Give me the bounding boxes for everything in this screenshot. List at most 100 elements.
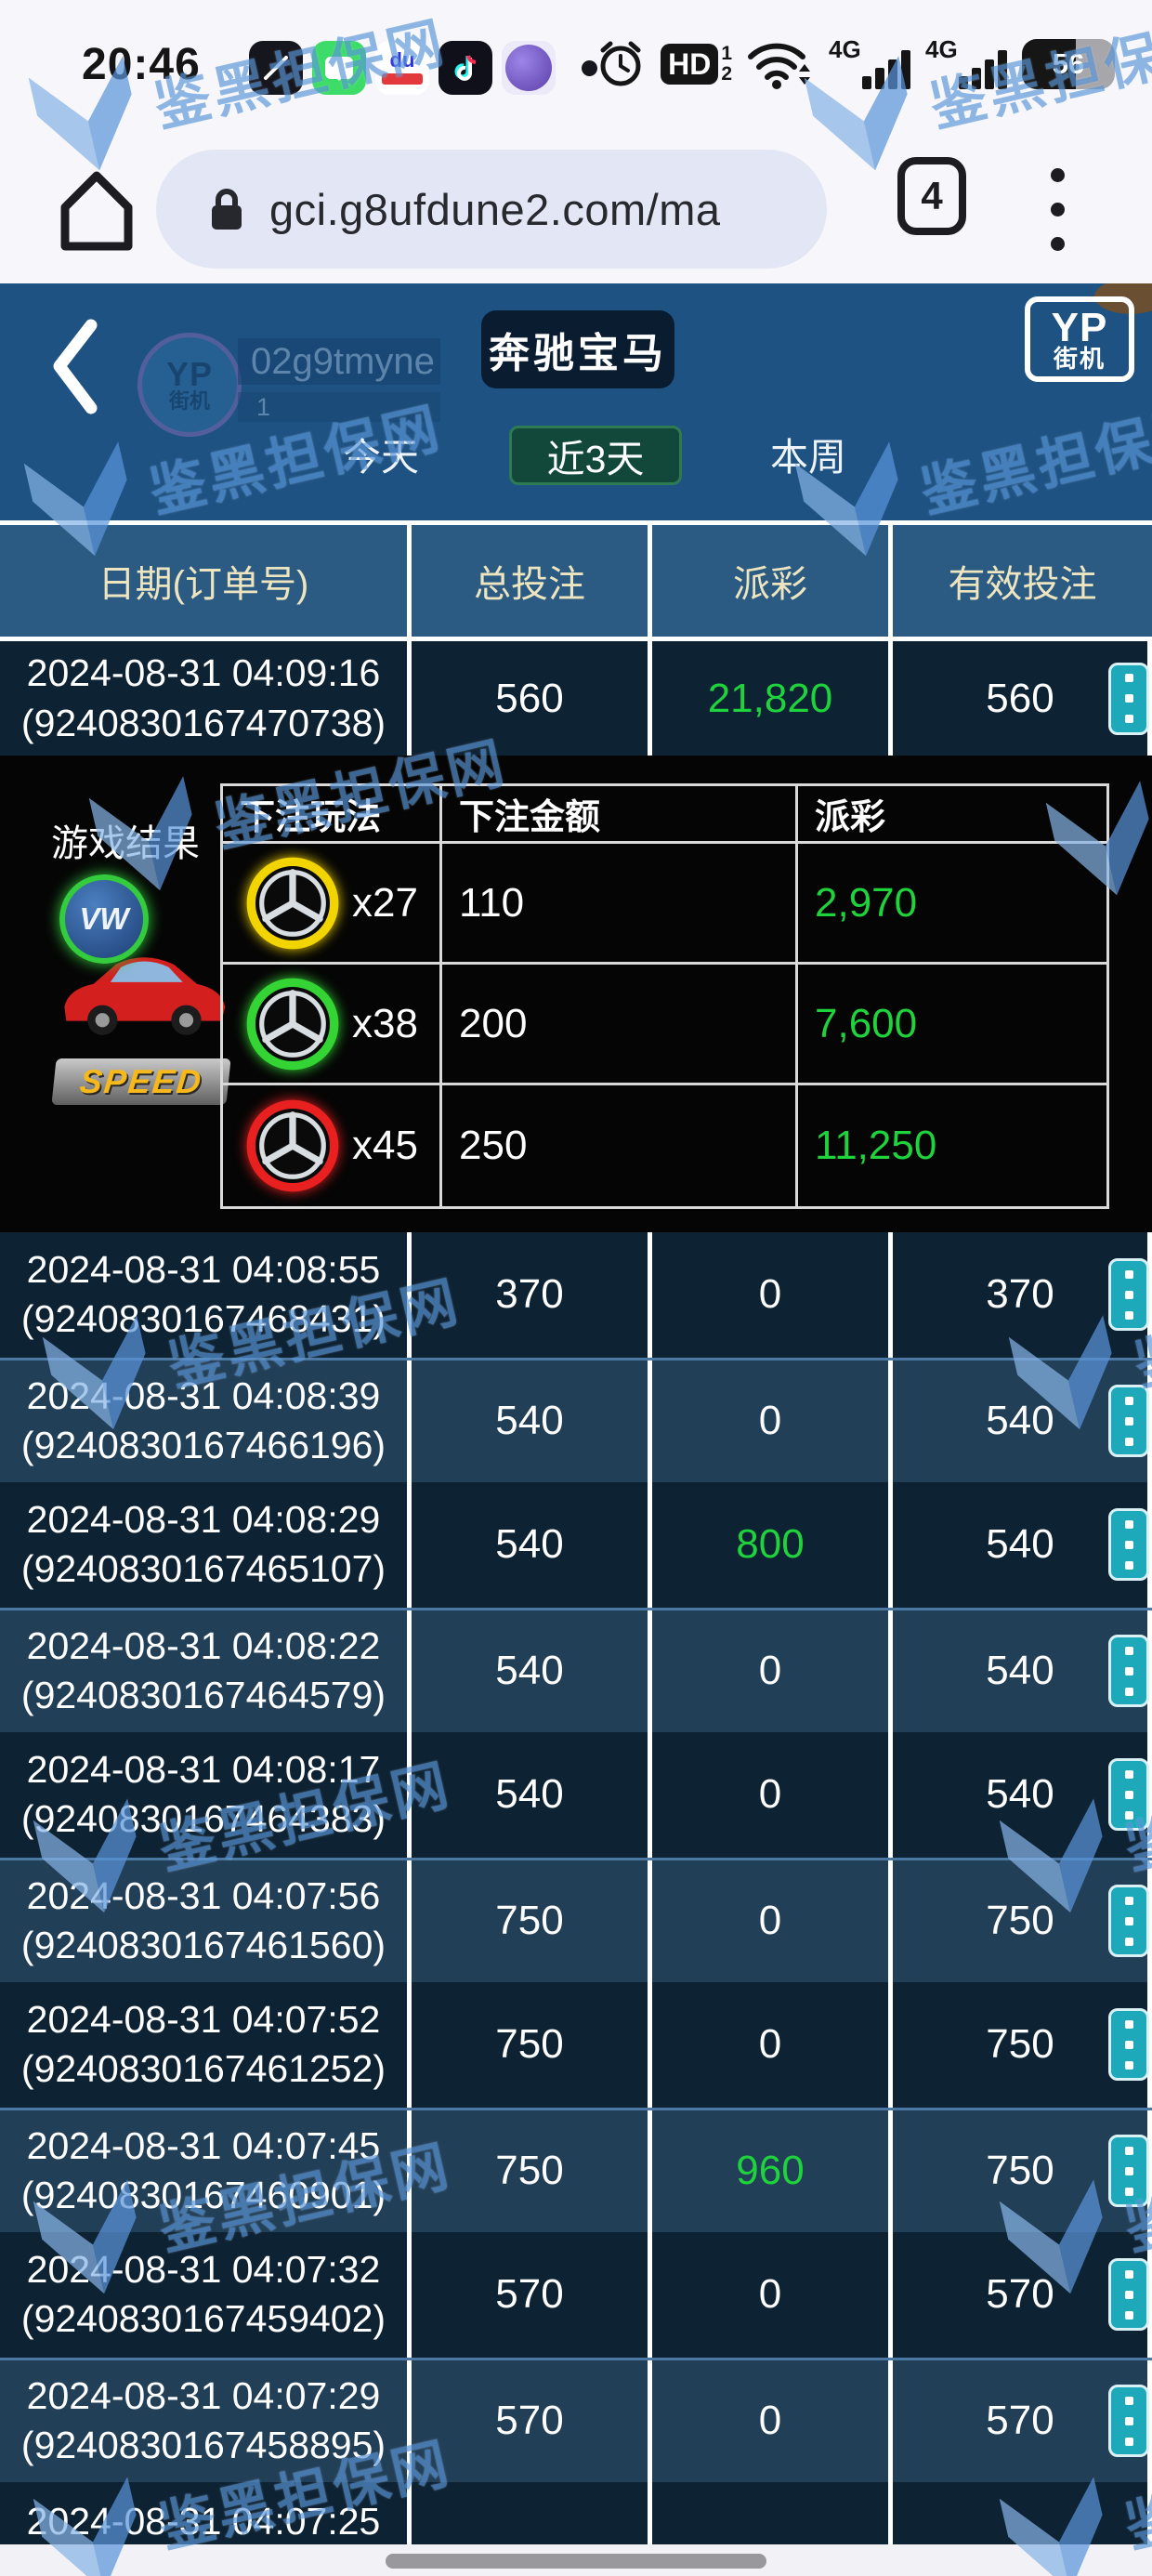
volte-hd-icon: HD 1 2 <box>661 43 732 85</box>
wifi-icon <box>748 43 810 89</box>
bet-payout-cell: 7,600 <box>815 1000 918 1046</box>
row-valid-cell <box>893 2482 1152 2576</box>
col-bet-payout: 派彩 <box>815 798 886 837</box>
row-actions-button[interactable] <box>1108 1885 1149 1958</box>
table-row[interactable]: 2024-08-31 04:08:29 (9240830167465107) 5… <box>0 1482 1152 1608</box>
tab-last-3-days[interactable]: 近3天 <box>509 426 682 485</box>
row-total-cell: 570 <box>412 2359 652 2482</box>
row-valid-cell: 560 <box>893 641 1152 756</box>
row-total-cell: 540 <box>412 1482 652 1608</box>
table-row[interactable]: 2024-08-31 04:08:39 (9240830167466196) 5… <box>0 1357 1152 1482</box>
notification-overflow-dot <box>582 59 597 76</box>
row-actions-button[interactable] <box>1108 662 1149 735</box>
row-payout-cell: 0 <box>652 2232 893 2358</box>
gesture-handle[interactable] <box>386 2554 766 2569</box>
bet-detail-rows: x27 110 2,970 x38 200 7,600 x45 250 11,2… <box>223 844 1106 1206</box>
row-payout-cell: 960 <box>652 2109 893 2232</box>
row-payout-cell: 0 <box>652 1860 893 1982</box>
game-result-label: 游戏结果 <box>51 823 200 864</box>
row-date-cell: 2024-08-31 04:07:32 (9240830167459402) <box>0 2232 412 2358</box>
clock-app-icon <box>249 41 303 95</box>
table-row[interactable]: 2024-08-31 04:07:29 (9240830167458895) 5… <box>0 2357 1152 2482</box>
mercedes-star-icon <box>246 978 339 1070</box>
bet-detail-row: x45 250 11,250 <box>223 1085 1106 1206</box>
row-actions-button[interactable] <box>1108 2135 1149 2208</box>
row-actions-button[interactable] <box>1108 2008 1149 2082</box>
row-total-cell: 750 <box>412 1982 652 2108</box>
col-total-bet: 总投注 <box>412 525 652 637</box>
page-title: 奔驰宝马 <box>481 310 674 388</box>
row-date-cell: 2024-08-31 04:08:39 (9240830167466196) <box>0 1360 412 1482</box>
lock-icon <box>212 189 242 230</box>
col-valid-bet: 有效投注 <box>948 564 1097 605</box>
browser-menu-button[interactable] <box>1039 163 1076 256</box>
status-indicators: HD 1 2 4G 4G 56 <box>596 35 1115 91</box>
speed-label: SPEED <box>51 1058 231 1105</box>
bet-play-cell: x38 <box>223 965 442 1083</box>
red-car-icon <box>64 957 226 1035</box>
row-payout-cell: 800 <box>652 1482 893 1608</box>
bet-payout-cell: 11,250 <box>815 1123 937 1168</box>
battery-percent: 56 <box>1052 47 1085 80</box>
table-row[interactable]: 2024-08-31 04:08:22 (9240830167464579) 5… <box>0 1607 1152 1732</box>
row-payout-cell: 0 <box>652 1982 893 2108</box>
row-date-cell: 2024-08-31 04:08:29 (9240830167465107) <box>0 1482 412 1608</box>
row-valid-cell: 570 <box>893 2359 1152 2482</box>
url-text: gci.g8ufdune2.com/ma <box>269 184 721 234</box>
row-date-cell: 2024-08-31 04:09:16 (9240830167470738) <box>0 641 412 756</box>
row-actions-button[interactable] <box>1108 2258 1149 2332</box>
row-valid-cell: 370 <box>893 1232 1152 1358</box>
row-valid-cell: 540 <box>893 1482 1152 1608</box>
row-actions-button[interactable] <box>1108 1385 1149 1458</box>
status-bar: 20:46 du HD 1 2 <box>0 0 1152 135</box>
table-row[interactable]: 2024-08-31 04:07:45 (9240830167460901) 7… <box>0 2107 1152 2232</box>
table-row[interactable]: 2024-08-31 04:07:56 (9240830167461560) 7… <box>0 1857 1152 1982</box>
table-header: 日期(订单号) 总投注 派彩 有效投注 <box>0 520 1152 641</box>
row-payout-cell: 0 <box>652 1360 893 1482</box>
row-payout-cell: 0 <box>652 1610 893 1732</box>
tab-this-week[interactable]: 本周 <box>770 436 846 479</box>
table-row[interactable]: 2024-08-31 04:07:32 (9240830167459402) 5… <box>0 2232 1152 2358</box>
bet-detail-header: 下注玩法 下注金额 派彩 <box>223 786 1106 844</box>
game-result-icon: VW SPEED <box>51 874 231 1116</box>
bet-amount-cell: 250 <box>442 1085 798 1206</box>
row-valid-cell: 540 <box>893 1610 1152 1732</box>
col-bet-amount: 下注金额 <box>442 786 798 841</box>
mercedes-star-icon <box>246 857 339 949</box>
tab-today[interactable]: 今天 <box>343 436 419 479</box>
table-row[interactable]: 2024-08-31 04:08:17 (9240830167464383) 5… <box>0 1732 1152 1858</box>
back-button[interactable] <box>48 318 104 415</box>
row-total-cell <box>412 2482 652 2576</box>
bet-play-cell: x45 <box>223 1085 442 1206</box>
bet-detail-row: x38 200 7,600 <box>223 965 1106 1085</box>
row-date-cell: 2024-08-31 04:08:55 (9240830167468431) <box>0 1232 412 1358</box>
vw-badge-icon: VW <box>59 874 149 964</box>
multiplier-label: x38 <box>352 1000 418 1046</box>
tiktok-app-icon <box>439 41 492 95</box>
bet-play-cell: x27 <box>223 844 442 962</box>
signal-4g-icon-1: 4G <box>829 35 910 91</box>
tab-count-button[interactable]: 4 <box>897 157 966 235</box>
expanded-result-panel: 游戏结果 VW SPEED 下注玩法 下注金额 派彩 <box>0 756 1152 1232</box>
home-icon[interactable] <box>48 161 145 257</box>
row-payout-cell: 0 <box>652 1732 893 1858</box>
table-row[interactable]: 2024-08-31 04:09:16 (9240830167470738) 5… <box>0 641 1152 756</box>
row-actions-button[interactable] <box>1108 1758 1149 1832</box>
bet-payout-cell: 2,970 <box>815 879 918 926</box>
row-date-cell: 2024-08-31 04:07:45 (9240830167460901) <box>0 2109 412 2232</box>
table-body: 2024-08-31 04:08:55 (9240830167468431) 3… <box>0 1232 1152 2576</box>
table-row[interactable]: 2024-08-31 04:08:55 (9240830167468431) 3… <box>0 1232 1152 1358</box>
table-row[interactable]: 2024-08-31 04:07:52 (9240830167461252) 7… <box>0 1982 1152 2108</box>
row-payout-cell: 0 <box>652 2359 893 2482</box>
row-date-cell: 2024-08-31 04:07:56 (9240830167461560) <box>0 1860 412 1982</box>
url-bar[interactable]: gci.g8ufdune2.com/ma <box>156 150 827 269</box>
bet-detail-row: x27 110 2,970 <box>223 844 1106 965</box>
row-actions-button[interactable] <box>1108 1508 1149 1582</box>
row-actions-button[interactable] <box>1108 1635 1149 1708</box>
bet-amount-cell: 200 <box>442 965 798 1083</box>
row-actions-button[interactable] <box>1108 1258 1149 1332</box>
row-actions-button[interactable] <box>1108 2385 1149 2458</box>
alarm-icon <box>600 41 641 86</box>
row-payout-cell <box>652 2482 893 2576</box>
